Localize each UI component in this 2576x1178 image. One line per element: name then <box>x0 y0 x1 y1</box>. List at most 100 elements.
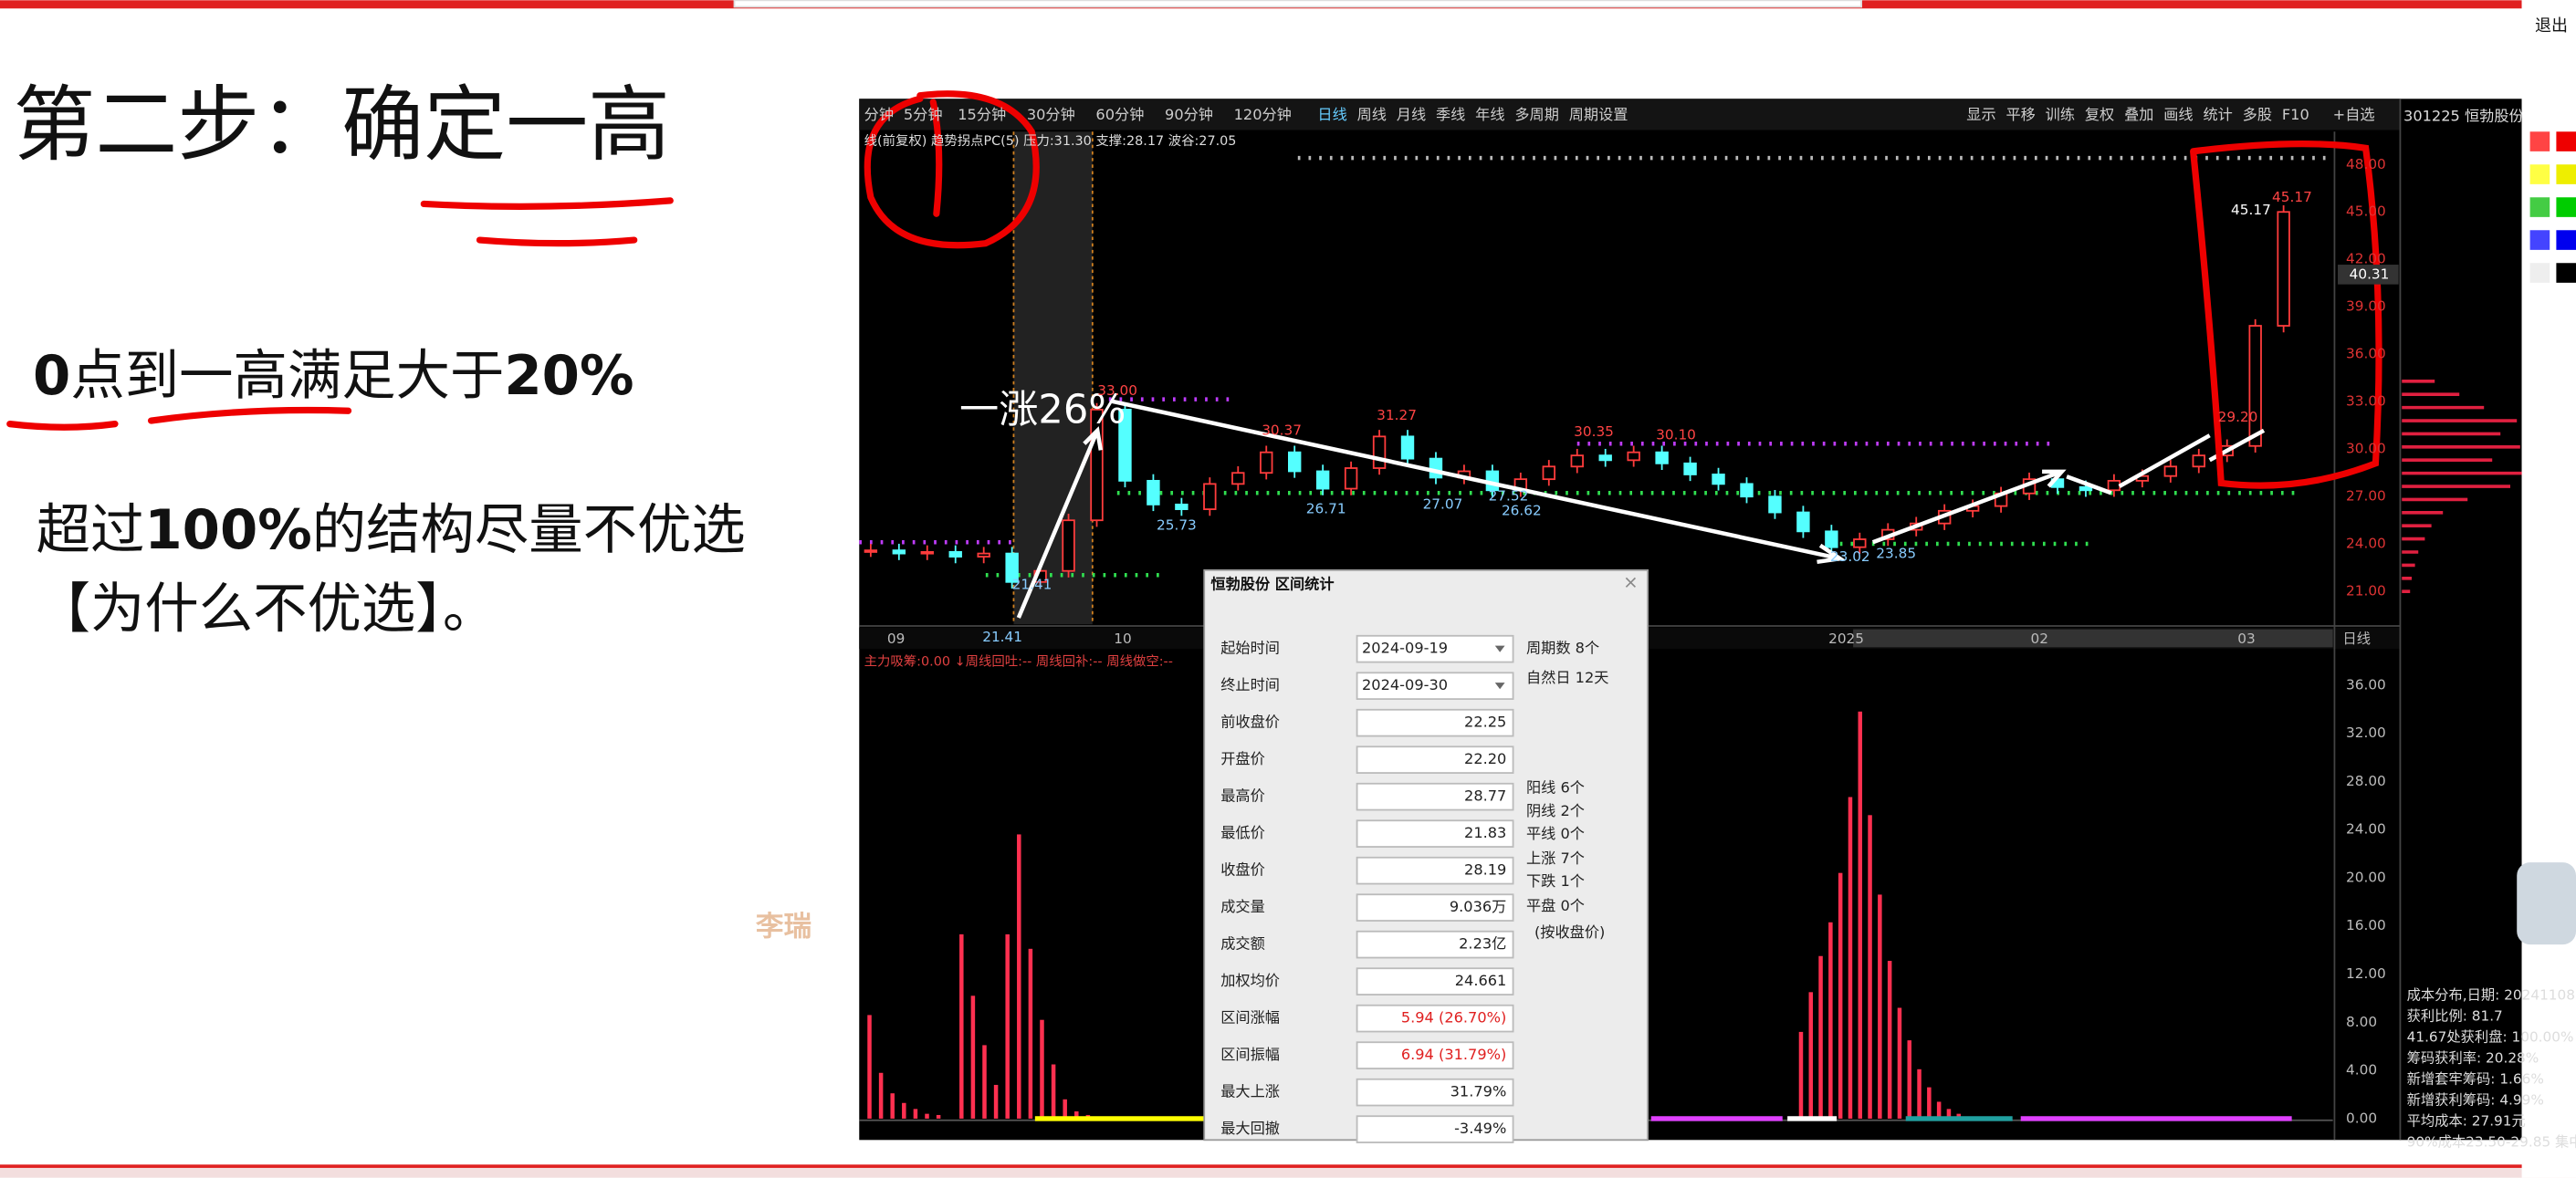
date-label: 02 <box>2030 631 2047 647</box>
tool-tab[interactable]: 复权 <box>2085 106 2114 123</box>
swatch[interactable] <box>2556 263 2576 283</box>
price-mark: 25.73 <box>1157 517 1197 534</box>
tool-tab[interactable]: 统计 <box>2203 106 2232 123</box>
period-tab[interactable]: 周线 <box>1357 106 1387 123</box>
field-box <box>1356 967 1514 996</box>
candle <box>920 550 934 555</box>
field-value: 31.79% <box>1450 1083 1507 1100</box>
swatch[interactable] <box>2529 230 2550 250</box>
date-label: 10 <box>1114 631 1131 647</box>
period-tab[interactable]: 120分钟 <box>1234 106 1292 123</box>
field-value: 5.94 (26.70%) <box>1401 1009 1507 1027</box>
tool-tab[interactable]: 多股 <box>2243 106 2272 123</box>
tool-tab[interactable]: 显示 <box>1966 106 1995 123</box>
candle <box>1712 474 1725 485</box>
volume-bar <box>1858 711 1863 1119</box>
toolbar <box>859 99 2401 130</box>
dropdown[interactable] <box>1494 683 1505 690</box>
stat-line: 新增获利筹码: 4.99% <box>2407 1092 2544 1109</box>
stat-line: 新增套牢筹码: 1.66% <box>2407 1071 2544 1088</box>
field-label: 收盘价 <box>1220 861 1265 879</box>
candle <box>2192 454 2205 468</box>
scroll-bar <box>1853 629 2333 648</box>
period-tab[interactable]: 多周期 <box>1514 106 1559 123</box>
exit-button[interactable]: 退出 <box>2535 16 2568 36</box>
tool-tab[interactable]: 平移 <box>2005 106 2035 123</box>
volume-bar <box>1051 1064 1056 1119</box>
field-label: 起始时间 <box>1220 640 1280 657</box>
volume-bar <box>1838 872 1843 1119</box>
date-label: 2025 <box>1828 631 1864 647</box>
swatch[interactable] <box>2556 164 2576 184</box>
swatch[interactable] <box>2529 164 2550 184</box>
volume-bar <box>1028 948 1033 1119</box>
lower-tick-label: 28.00 <box>2346 773 2386 789</box>
price-mark: 45.17 <box>2272 189 2312 205</box>
price-mark: 30.10 <box>1656 427 1696 443</box>
period-tab[interactable]: 15分钟 <box>958 106 1006 123</box>
period-tab[interactable]: 周期设置 <box>1569 106 1628 123</box>
volume-bar <box>1927 1087 1932 1119</box>
period-tab[interactable]: 季线 <box>1436 106 1465 123</box>
swatch[interactable] <box>2556 131 2576 151</box>
swatch[interactable] <box>2529 131 2550 151</box>
side-info: 下跌 1个 <box>1526 872 1585 890</box>
swatch[interactable] <box>2556 230 2576 250</box>
swatch[interactable] <box>2556 197 2576 217</box>
candle <box>1288 451 1302 473</box>
period-tab[interactable]: 日线 <box>1317 106 1346 123</box>
candle <box>1175 503 1189 510</box>
tool-tab[interactable]: 训练 <box>2046 106 2075 123</box>
volume-bar <box>1946 1109 1952 1119</box>
field-box <box>1356 1078 1514 1107</box>
tool-tab[interactable]: 叠加 <box>2124 106 2153 123</box>
stat-line: 筹码获利率: 20.28% <box>2407 1050 2539 1067</box>
period-tab[interactable]: 60分钟 <box>1095 106 1144 123</box>
close-button[interactable]: × <box>1623 572 1639 593</box>
dropdown[interactable] <box>1494 645 1505 652</box>
candle <box>1118 408 1132 482</box>
candles <box>864 205 2290 589</box>
price-tick-label: 36.00 <box>2346 346 2386 362</box>
volume-bar <box>1798 1031 1804 1119</box>
volume-bar <box>878 1072 884 1119</box>
candle <box>1344 467 1358 490</box>
volume-bar <box>1897 1007 1902 1119</box>
candle <box>1570 454 1584 468</box>
period-tab[interactable]: 30分钟 <box>1027 106 1075 123</box>
palette <box>2517 131 2576 945</box>
swatch[interactable] <box>2529 197 2550 217</box>
price-tag <box>2338 265 2399 285</box>
volume-bar <box>1936 1101 1942 1119</box>
price-mark: 23.85 <box>1876 545 1916 561</box>
candle <box>2107 479 2121 492</box>
period-tab[interactable]: 5分钟 <box>904 106 943 123</box>
side-info: 自然日 12天 <box>1526 669 1609 686</box>
stat-line: 获利比例: 81.7 <box>2407 1007 2503 1024</box>
volume-bar <box>959 933 964 1119</box>
field-label: 最高价 <box>1220 787 1265 805</box>
period-tab[interactable]: 月线 <box>1397 106 1426 123</box>
volume-bar <box>1878 894 1882 1119</box>
period-tab[interactable]: 90分钟 <box>1165 106 1213 123</box>
candle <box>1429 457 1443 479</box>
price-tick-label: 21.00 <box>2346 583 2386 599</box>
volume-profile <box>2402 380 2526 593</box>
volume-bar <box>1848 797 1853 1119</box>
volume-bar <box>993 1084 999 1119</box>
field-label: 终止时间 <box>1220 676 1280 693</box>
point-part: 20% <box>504 345 634 408</box>
lower-tick-label: 4.00 <box>2346 1062 2377 1079</box>
period-tab[interactable]: 年线 <box>1475 106 1504 123</box>
top-box <box>733 0 1863 8</box>
tool-tab[interactable]: +自选 <box>2333 106 2375 123</box>
price-tick-label: 39.00 <box>2346 298 2386 315</box>
candle <box>1147 479 1160 506</box>
price-tick-label: 27.00 <box>2346 488 2386 505</box>
tool-tab[interactable]: 画线 <box>2163 106 2193 123</box>
float-button[interactable] <box>2517 862 2576 945</box>
swatch[interactable] <box>2529 263 2550 283</box>
tool-tab[interactable]: F10 <box>2282 106 2309 123</box>
hand-marks <box>864 90 2382 489</box>
period-tab[interactable]: 分钟 <box>864 106 894 123</box>
